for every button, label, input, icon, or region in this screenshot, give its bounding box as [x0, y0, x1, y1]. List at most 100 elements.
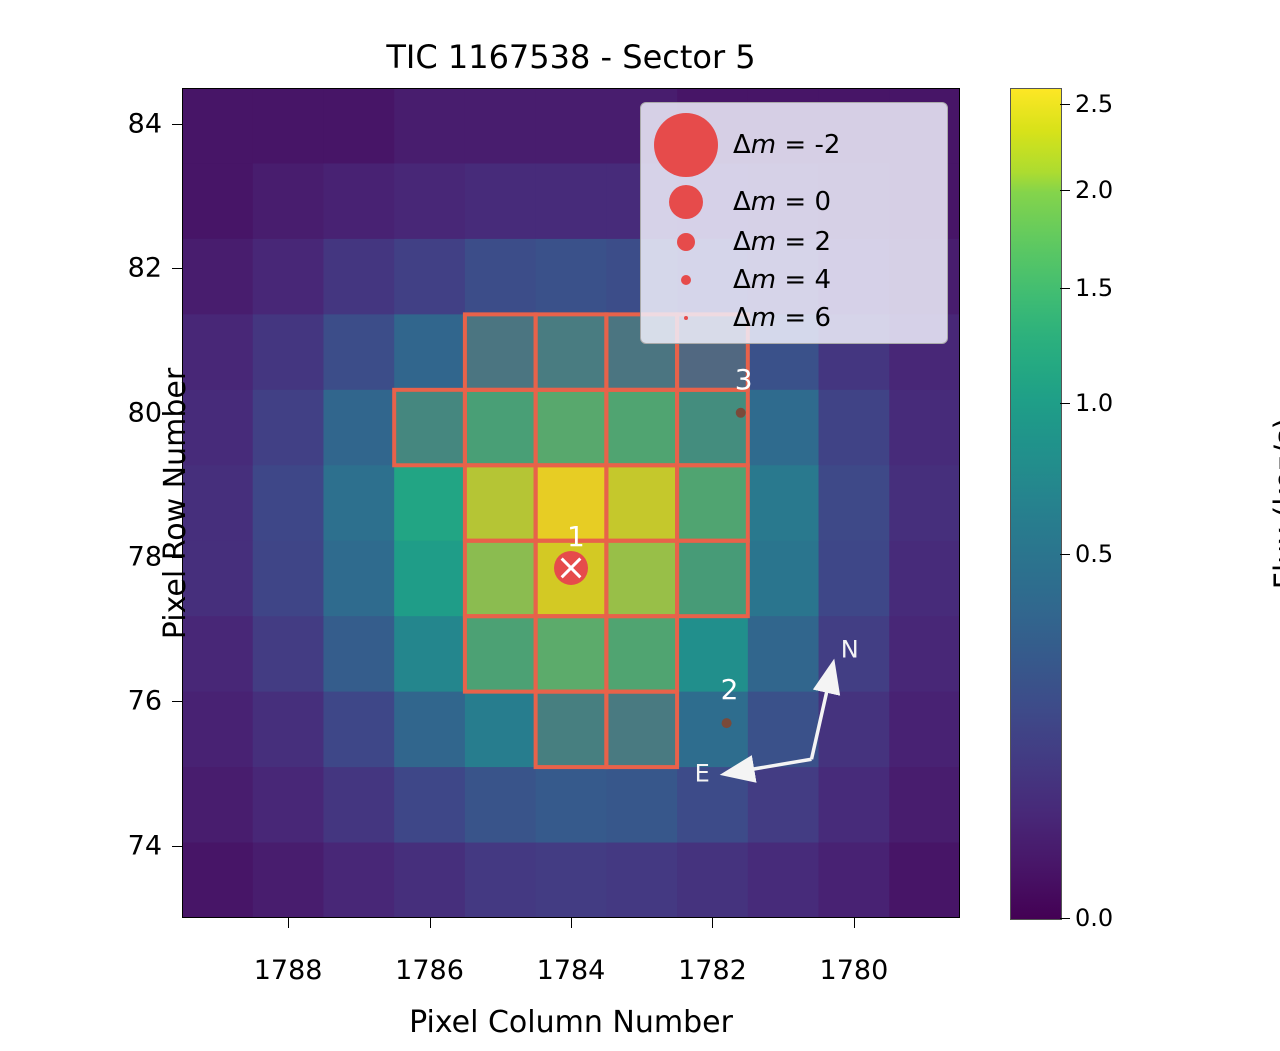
colorbar-tick-mark: [1060, 190, 1070, 191]
x-tick-mark: [430, 918, 431, 928]
source-label: 1: [567, 520, 585, 553]
x-tick-label: 1788: [254, 955, 323, 986]
colorbar-tick-mark: [1060, 288, 1070, 289]
aperture-cell: [606, 390, 677, 465]
heatmap-cell: [394, 88, 465, 164]
heatmap-cell: [536, 767, 607, 843]
heatmap-cell: [889, 465, 960, 541]
aperture-cell: [606, 465, 677, 540]
heatmap-cell: [394, 239, 465, 315]
legend-row: Δm = 0: [645, 181, 943, 223]
aperture-cell: [465, 390, 536, 465]
aperture-cell: [465, 314, 536, 389]
aperture-cell: [536, 692, 607, 767]
heatmap-cell: [323, 616, 394, 692]
aperture-cell: [394, 390, 465, 465]
heatmap-cell: [323, 465, 394, 541]
aperture-cell: [536, 616, 607, 691]
heatmap-cell: [819, 541, 890, 617]
legend: Δm = -2Δm = 0Δm = 2Δm = 4Δm = 6: [640, 102, 948, 344]
heatmap-cell: [748, 390, 819, 466]
heatmap-cell: [748, 465, 819, 541]
colorbar-tick-mark: [1060, 403, 1070, 404]
colorbar-tick-mark: [1060, 104, 1070, 105]
y-tick-label: 80: [112, 397, 162, 428]
x-tick-mark: [288, 918, 289, 928]
y-tick-mark: [172, 413, 182, 414]
aperture-cell: [536, 390, 607, 465]
heatmap-cell: [889, 692, 960, 768]
heatmap-cell: [677, 767, 748, 843]
heatmap-cell: [323, 843, 394, 918]
heatmap-cell: [323, 541, 394, 617]
heatmap-cell: [889, 767, 960, 843]
heatmap-cell: [889, 616, 960, 692]
y-tick-mark: [172, 701, 182, 702]
heatmap-cell: [536, 239, 607, 315]
heatmap-cell: [536, 163, 607, 239]
heatmap-cell: [889, 390, 960, 466]
heatmap-cell: [677, 843, 748, 918]
legend-marker: [684, 316, 688, 320]
compass-n-label: N: [841, 635, 859, 663]
legend-marker: [681, 275, 691, 285]
x-tick-label: 1780: [820, 955, 889, 986]
heatmap-cell: [536, 843, 607, 918]
heatmap-cell: [394, 314, 465, 390]
heatmap-cell: [465, 692, 536, 768]
legend-marker: [669, 185, 703, 219]
heatmap-cell: [819, 390, 890, 466]
source-marker: [722, 718, 732, 728]
aperture-cell: [606, 692, 677, 767]
colorbar-tick-label: 1.0: [1075, 389, 1113, 417]
aperture-cell: [606, 541, 677, 616]
y-tick-mark: [172, 268, 182, 269]
x-tick-label: 1782: [678, 955, 747, 986]
heatmap-cell: [323, 767, 394, 843]
aperture-cell: [465, 541, 536, 616]
colorbar-tick-label: 0.0: [1075, 904, 1113, 932]
heatmap-cell: [819, 465, 890, 541]
colorbar-label: Flux (ke⁻/s): [1200, 88, 1280, 918]
heatmap-cell: [323, 239, 394, 315]
heatmap-cell: [748, 692, 819, 768]
legend-row: Δm = 2: [645, 223, 943, 261]
colorbar-tick-label: 1.5: [1075, 274, 1113, 302]
chart-title-text: TIC 1167538 - Sector 5: [386, 38, 755, 76]
legend-marker: [654, 113, 718, 177]
heatmap-cell: [323, 314, 394, 390]
heatmap-cell: [465, 239, 536, 315]
heatmap-cell: [889, 541, 960, 617]
aperture-cell: [677, 465, 748, 540]
y-tick-label: 76: [112, 686, 162, 717]
chart-title: TIC 1167538 - Sector 5: [182, 38, 960, 76]
colorbar-tick-label: 2.0: [1075, 176, 1113, 204]
aperture-cell: [465, 616, 536, 691]
legend-label: Δm = 6: [733, 303, 831, 333]
aperture-cell: [677, 541, 748, 616]
legend-label: Δm = 0: [733, 187, 831, 217]
legend-label: Δm = -2: [733, 130, 840, 160]
heatmap-cell: [323, 390, 394, 466]
heatmap-cell: [394, 843, 465, 918]
aperture-cell: [465, 465, 536, 540]
heatmap-cell: [323, 163, 394, 239]
x-axis-label: Pixel Column Number: [182, 1005, 960, 1040]
x-tick-mark: [854, 918, 855, 928]
y-tick-label: 78: [112, 542, 162, 573]
y-tick-label: 84: [112, 109, 162, 140]
colorbar-tick-label: 2.5: [1075, 90, 1113, 118]
heatmap-cell: [606, 767, 677, 843]
heatmap-cell: [889, 843, 960, 918]
source-label: 2: [721, 673, 739, 706]
legend-label: Δm = 2: [733, 227, 831, 257]
heatmap-cell: [394, 541, 465, 617]
aperture-cell: [536, 314, 607, 389]
heatmap-cell: [394, 163, 465, 239]
colorbar-tick-mark: [1060, 554, 1070, 555]
aperture-cell: [677, 390, 748, 465]
heatmap-cell: [748, 541, 819, 617]
x-tick-mark: [571, 918, 572, 928]
heatmap-cell: [465, 88, 536, 164]
x-tick-label: 1784: [537, 955, 606, 986]
